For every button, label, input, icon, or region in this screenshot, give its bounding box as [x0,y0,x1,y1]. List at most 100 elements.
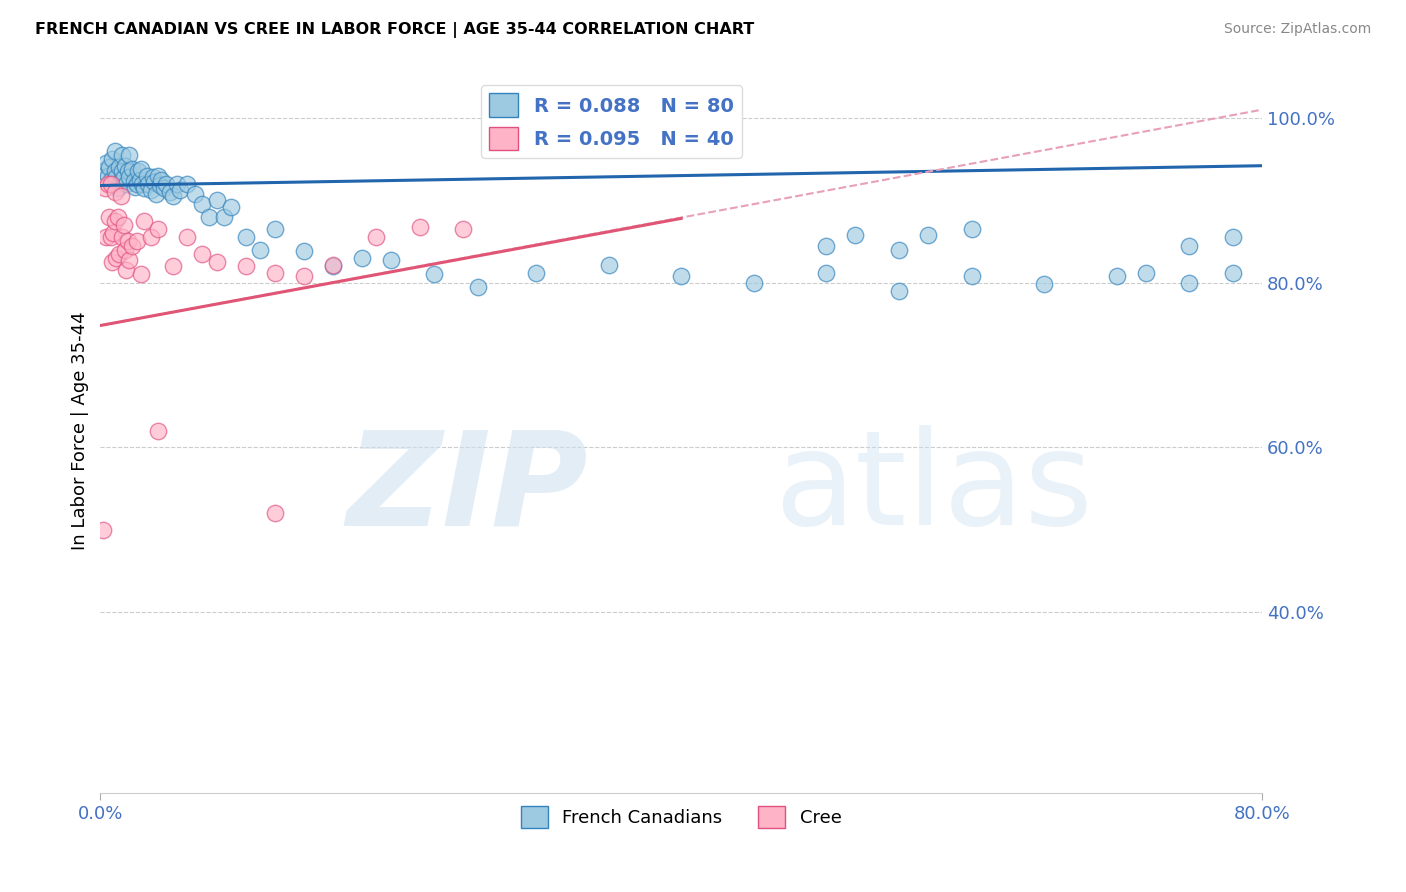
French Canadians [112,170,135,185]
French Canadians [100,172,122,186]
French Canadians [205,194,228,208]
Cree [263,266,285,280]
French Canadians [960,222,983,236]
French Canadians [110,172,132,186]
Cree [141,230,163,244]
French Canadians [111,164,134,178]
Cree [105,251,128,265]
French Canadians [249,243,271,257]
French Canadians [115,177,138,191]
French Canadians [103,177,125,191]
French Canadians [292,244,315,259]
Cree [176,230,198,244]
Cree [117,235,139,249]
Cree [100,177,122,191]
Legend: French Canadians, Cree: French Canadians, Cree [513,798,849,835]
Cree [97,177,120,191]
Cree [453,222,475,236]
French Canadians [844,227,866,242]
French Canadians [159,185,181,199]
French Canadians [960,269,983,284]
Cree [111,230,134,244]
Cree [409,219,432,234]
French Canadians [1222,230,1244,244]
Cree [100,230,122,244]
French Canadians [815,266,838,280]
French Canadians [150,172,173,186]
French Canadians [162,189,184,203]
Cree [132,214,155,228]
French Canadians [121,161,143,176]
French Canadians [108,161,131,175]
French Canadians [166,177,188,191]
French Canadians [1105,269,1128,284]
French Canadians [263,222,285,236]
Cree [110,189,132,203]
French Canadians [105,170,128,185]
French Canadians [1178,276,1201,290]
French Canadians [169,183,191,197]
French Canadians [212,210,235,224]
French Canadians [524,266,547,280]
Cree [104,185,127,199]
French Canadians [131,177,153,191]
French Canadians [148,169,170,183]
Cree [366,230,388,244]
Cree [98,210,121,224]
French Canadians [191,197,214,211]
Cree [101,255,124,269]
Text: FRENCH CANADIAN VS CREE IN LABOR FORCE | AGE 35-44 CORRELATION CHART: FRENCH CANADIAN VS CREE IN LABOR FORCE |… [35,22,755,38]
French Canadians [1222,266,1244,280]
Cree [191,247,214,261]
Cree [263,506,285,520]
French Canadians [176,177,198,191]
French Canadians [917,227,939,242]
Cree [104,214,127,228]
French Canadians [141,183,163,197]
French Canadians [322,259,344,273]
Cree [93,181,115,195]
Y-axis label: In Labor Force | Age 35-44: In Labor Force | Age 35-44 [72,311,89,550]
French Canadians [145,186,167,201]
French Canadians [669,269,692,284]
French Canadians [198,210,221,224]
French Canadians [96,156,118,170]
Cree [148,222,170,236]
French Canadians [136,177,159,191]
Cree [96,230,118,244]
Cree [292,269,315,284]
Cree [103,226,125,240]
French Canadians [128,172,150,186]
French Canadians [135,169,157,183]
French Canadians [183,186,205,201]
Cree [129,268,152,282]
French Canadians [132,181,155,195]
French Canadians [742,276,765,290]
French Canadians [117,164,139,178]
French Canadians [127,164,149,178]
Cree [115,263,138,277]
Cree [114,243,136,257]
Cree [91,523,114,537]
French Canadians [350,251,373,265]
French Canadians [101,152,124,166]
French Canadians [107,181,129,195]
Cree [205,255,228,269]
French Canadians [1033,277,1056,292]
French Canadians [129,161,152,176]
French Canadians [98,161,121,175]
French Canadians [118,148,141,162]
French Canadians [104,144,127,158]
Cree [107,210,129,224]
French Canadians [153,181,176,195]
French Canadians [97,169,120,183]
Text: atlas: atlas [775,425,1092,552]
Text: ZIP: ZIP [346,425,588,552]
French Canadians [125,177,148,191]
French Canadians [423,268,446,282]
Cree [118,252,141,267]
French Canadians [467,280,489,294]
French Canadians [142,170,165,185]
French Canadians [91,164,114,178]
French Canadians [235,230,257,244]
